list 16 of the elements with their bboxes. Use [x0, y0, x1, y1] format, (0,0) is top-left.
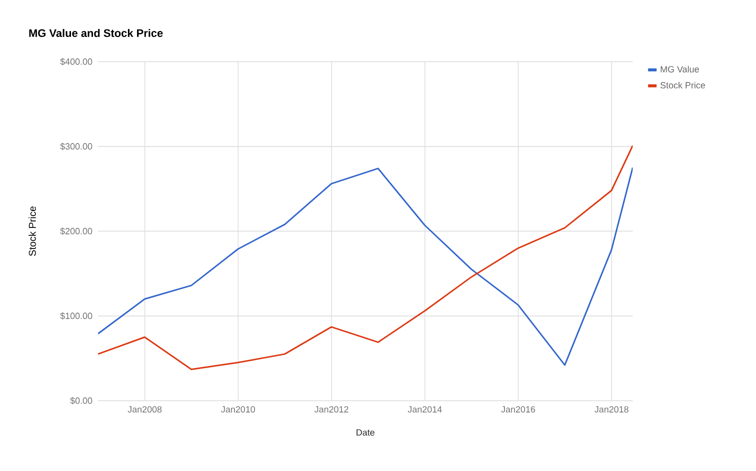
y-tick-label: $200.00	[60, 228, 92, 235]
legend-label: MG Value	[660, 66, 699, 72]
x-tick-label: Jan2014	[408, 406, 442, 413]
x-tick-label: Jan2018	[594, 406, 628, 413]
y-tick-label: $400.00	[60, 58, 92, 66]
y-tick-label: $300.00	[60, 142, 92, 150]
chart-title: MG Value and Stock Price	[29, 28, 163, 38]
x-tick-label: Jan2010	[221, 406, 256, 413]
y-tick-label: $0.00	[70, 397, 92, 404]
legend-label: Stock Price	[660, 82, 706, 88]
y-tick-label: $100.00	[60, 312, 92, 320]
y-axis-title: Stock Price	[28, 206, 36, 256]
x-tick-label: Jan2016	[501, 406, 536, 413]
x-tick-label: Jan2008	[128, 406, 162, 413]
x-tick-label: Jan2012	[314, 406, 348, 413]
x-axis-title: Date	[356, 429, 374, 436]
